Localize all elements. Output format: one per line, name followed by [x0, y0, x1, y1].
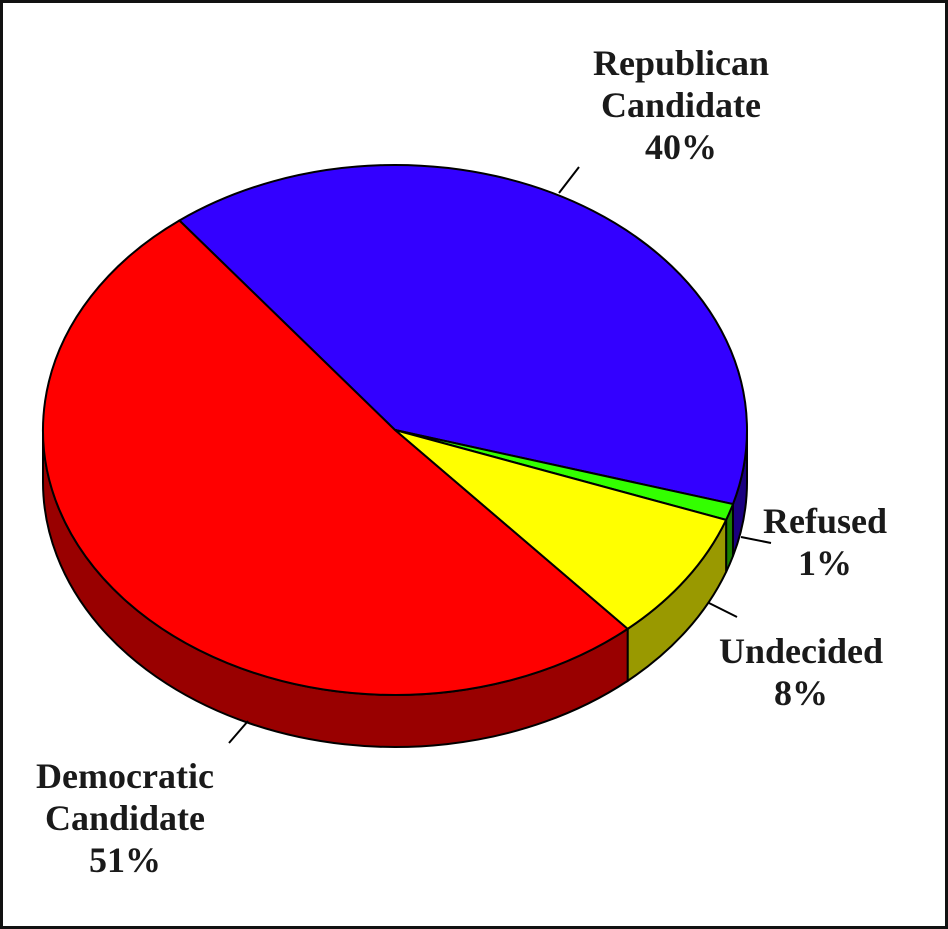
leader-line-republican-candidate: [558, 166, 580, 194]
slice-label-democratic-candidate: Democratic Candidate 51%: [36, 756, 214, 880]
slice-label-line: Republican: [593, 43, 769, 83]
slice-label-republican-candidate: Republican Candidate 40%: [593, 43, 769, 167]
slice-democratic-candidate: [42, 219, 630, 696]
slice-value-undecided: 8%: [774, 673, 828, 713]
slice-republican-candidate: [177, 164, 748, 506]
slice-label-refused: Refused 1%: [763, 501, 887, 583]
slice-label-undecided: Undecided 8%: [719, 631, 883, 713]
slice-value-democratic-candidate: 51%: [89, 840, 161, 880]
pie-chart: Republican Candidate 40%Refused 1%Undecided…: [36, 43, 887, 880]
leader-line-democratic-candidate: [228, 720, 249, 744]
leader-lines: [228, 166, 772, 744]
slice-undecided: [394, 429, 728, 631]
slice-label-line: Refused: [763, 501, 887, 541]
slice-label-line: Undecided: [719, 631, 883, 671]
slice-value-republican-candidate: 40%: [645, 127, 717, 167]
slice-label-line: Candidate: [601, 85, 761, 125]
slice-labels: Republican Candidate 40%Refused 1%Undecided…: [36, 43, 887, 880]
leader-line-undecided: [708, 602, 738, 618]
pie-slices: [42, 164, 748, 696]
slice-label-line: Democratic: [36, 756, 214, 796]
slice-label-line: Candidate: [45, 798, 205, 838]
leader-line-refused: [740, 536, 772, 544]
slice-value-refused: 1%: [798, 543, 852, 583]
